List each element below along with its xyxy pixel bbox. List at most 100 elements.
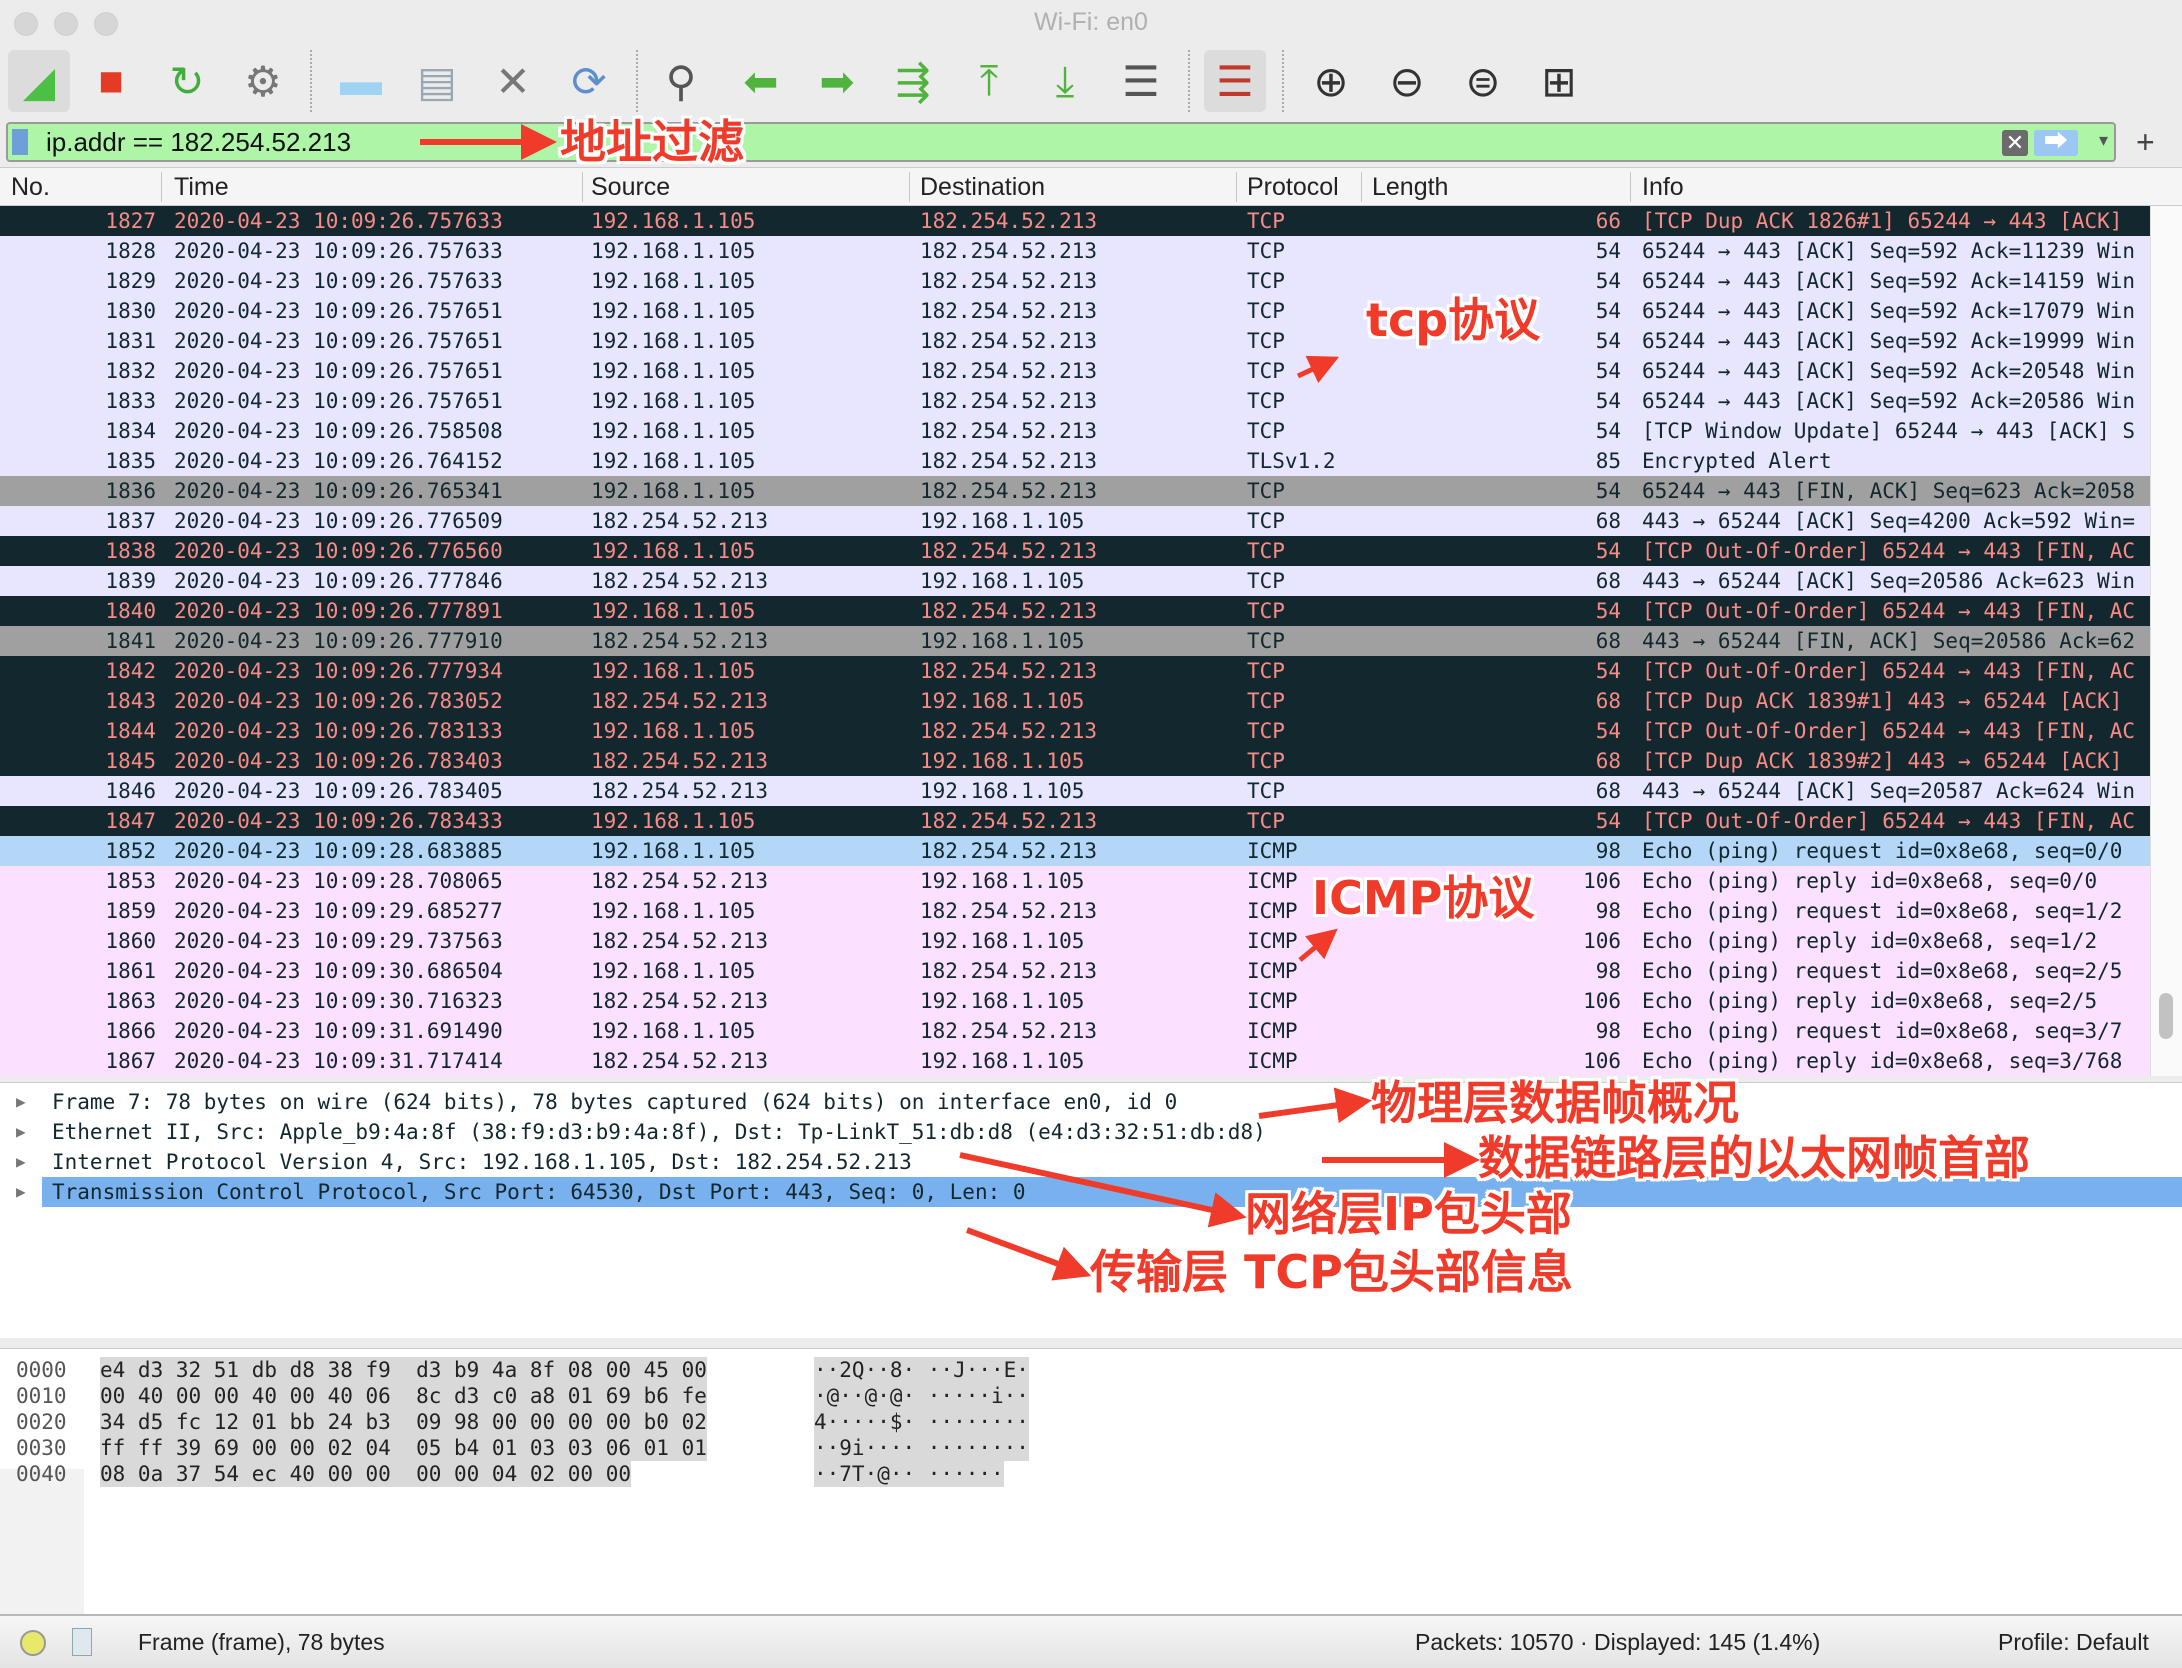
close-window-button[interactable] xyxy=(14,12,38,36)
column-divider[interactable] xyxy=(1236,172,1237,202)
packet-row[interactable]: 1832 2020-04-23 10:09:26.757651 192.168.1.… xyxy=(0,356,2150,386)
reload-file-button[interactable]: ⟳ xyxy=(558,50,620,112)
hex-bytes[interactable]: 34 d5 fc 12 01 bb 24 b3 09 98 00 00 00 0… xyxy=(100,1409,707,1435)
expand-triangle-icon[interactable]: ▶ xyxy=(16,1122,26,1141)
packet-row[interactable]: 1844 2020-04-23 10:09:26.783133 192.168.1.… xyxy=(0,716,2150,746)
scrollbar-thumb[interactable] xyxy=(2159,993,2173,1039)
go-forward-button[interactable]: ➡ xyxy=(806,50,868,112)
packet-row[interactable]: 1828 2020-04-23 10:09:26.757633 192.168.1.… xyxy=(0,236,2150,266)
bookmark-icon[interactable] xyxy=(12,129,28,155)
maximize-window-button[interactable] xyxy=(94,12,118,36)
packet-row[interactable]: 1860 2020-04-23 10:09:29.737563 182.254.52… xyxy=(0,926,2150,956)
packet-row[interactable]: 1827 2020-04-23 10:09:26.757633 192.168.1.… xyxy=(0,206,2150,236)
packet-proto: TCP xyxy=(1247,329,1285,353)
hex-bytes[interactable]: e4 d3 32 51 db d8 38 f9 d3 b9 4a 8f 08 0… xyxy=(100,1357,707,1383)
packet-src: 192.168.1.105 xyxy=(591,359,756,383)
column-no[interactable]: No. xyxy=(11,173,50,201)
packet-row[interactable]: 1867 2020-04-23 10:09:31.717414 182.254.52… xyxy=(0,1046,2150,1076)
apply-filter-button[interactable]: ⮕ xyxy=(2034,130,2078,156)
minimize-window-button[interactable] xyxy=(54,12,78,36)
packet-row[interactable]: 1859 2020-04-23 10:09:29.685277 192.168.1.… xyxy=(0,896,2150,926)
clear-filter-icon[interactable]: ✕ xyxy=(2002,130,2028,156)
column-divider[interactable] xyxy=(909,172,910,202)
close-file-button[interactable]: ✕ xyxy=(482,50,544,112)
go-to-packet-button[interactable]: ⇶ xyxy=(882,50,944,112)
last-packet-button[interactable]: ⤓ xyxy=(1034,50,1096,112)
column-length[interactable]: Length xyxy=(1372,173,1449,201)
resize-columns-button[interactable]: ⊞ xyxy=(1528,50,1590,112)
colorize-button[interactable]: ☰ xyxy=(1204,50,1266,112)
packet-proto: TCP xyxy=(1247,209,1285,233)
packet-row[interactable]: 1838 2020-04-23 10:09:26.776560 192.168.1.… xyxy=(0,536,2150,566)
expand-triangle-icon[interactable]: ▶ xyxy=(16,1182,26,1201)
hex-ascii[interactable]: ··9i···· ········ xyxy=(814,1435,1029,1461)
column-time[interactable]: Time xyxy=(174,173,229,201)
packet-row[interactable]: 1846 2020-04-23 10:09:26.783405 182.254.52… xyxy=(0,776,2150,806)
packet-row[interactable]: 1841 2020-04-23 10:09:26.777910 182.254.52… xyxy=(0,626,2150,656)
go-back-button[interactable]: ⬅ xyxy=(730,50,792,112)
restart-capture-button[interactable]: ↻ xyxy=(156,50,218,112)
packet-row[interactable]: 1843 2020-04-23 10:09:26.783052 182.254.52… xyxy=(0,686,2150,716)
save-file-button[interactable]: ▤ xyxy=(406,50,468,112)
autoscroll-button[interactable]: ☰ xyxy=(1110,50,1172,112)
packet-row[interactable]: 1831 2020-04-23 10:09:26.757651 192.168.1.… xyxy=(0,326,2150,356)
column-info[interactable]: Info xyxy=(1642,173,1684,201)
column-protocol[interactable]: Protocol xyxy=(1247,173,1339,201)
packet-row[interactable]: 1839 2020-04-23 10:09:26.777846 182.254.52… xyxy=(0,566,2150,596)
status-profile[interactable]: Profile: Default xyxy=(1998,1629,2149,1655)
add-filter-button[interactable]: + xyxy=(2136,124,2155,160)
normal-size-button[interactable]: ⊜ xyxy=(1452,50,1514,112)
column-divider[interactable] xyxy=(1630,172,1631,202)
packet-row[interactable]: 1847 2020-04-23 10:09:26.783433 192.168.1.… xyxy=(0,806,2150,836)
zoom-in-button[interactable]: ⊕ xyxy=(1300,50,1362,112)
packet-row[interactable]: 1866 2020-04-23 10:09:31.691490 192.168.1.… xyxy=(0,1016,2150,1046)
expert-info-icon[interactable] xyxy=(20,1630,46,1656)
stop-capture-button[interactable]: ■ xyxy=(80,50,142,112)
column-source[interactable]: Source xyxy=(591,173,671,201)
detail-tree-item[interactable]: ▶ Frame 7: 78 bytes on wire (624 bits), 7… xyxy=(0,1087,2182,1117)
packet-row[interactable]: 1842 2020-04-23 10:09:26.777934 192.168.1.… xyxy=(0,656,2150,686)
hex-bytes[interactable]: 08 0a 37 54 ec 40 00 00 00 00 04 02 00 0… xyxy=(100,1461,632,1487)
edit-comment-icon[interactable] xyxy=(72,1628,92,1656)
column-destination[interactable]: Destination xyxy=(920,173,1046,201)
packet-time: 2020-04-23 10:09:26.777891 xyxy=(174,599,503,623)
packet-row[interactable]: 1830 2020-04-23 10:09:26.757651 192.168.1.… xyxy=(0,296,2150,326)
expand-triangle-icon[interactable]: ▶ xyxy=(16,1092,26,1111)
hex-ascii[interactable]: ··7T·@·· ······ xyxy=(814,1461,1004,1487)
capture-options-button[interactable]: ⚙ xyxy=(232,50,294,112)
hex-ascii[interactable]: 4·····$· ········ xyxy=(814,1409,1029,1435)
start-capture-button[interactable]: ◢ xyxy=(8,50,70,112)
open-file-button[interactable]: ▬ xyxy=(330,50,392,112)
detail-tree-item[interactable]: ▶ Ethernet II, Src: Apple_b9:4a:8f (38:f9… xyxy=(0,1117,2182,1147)
hex-bytes[interactable]: ff ff 39 69 00 00 02 04 05 b4 01 03 03 0… xyxy=(100,1435,707,1461)
packet-row[interactable]: 1829 2020-04-23 10:09:26.757633 192.168.1.… xyxy=(0,266,2150,296)
packet-len: 54 xyxy=(1595,269,1621,293)
packet-list-scrollbar[interactable] xyxy=(2150,206,2182,1076)
packet-row[interactable]: 1845 2020-04-23 10:09:26.783403 182.254.52… xyxy=(0,746,2150,776)
packet-row[interactable]: 1836 2020-04-23 10:09:26.765341 192.168.1.… xyxy=(0,476,2150,506)
packet-row[interactable]: 1834 2020-04-23 10:09:26.758508 192.168.1.… xyxy=(0,416,2150,446)
find-packet-button[interactable]: ⚲ xyxy=(650,50,712,112)
hex-bytes[interactable]: 00 40 00 00 40 00 40 06 8c d3 c0 a8 01 6… xyxy=(100,1383,707,1409)
column-divider[interactable] xyxy=(161,172,162,202)
packet-row[interactable]: 1852 2020-04-23 10:09:28.683885 192.168.1.… xyxy=(0,836,2150,866)
hex-ascii[interactable]: ·@··@·@· ·····i·· xyxy=(814,1383,1029,1409)
packet-row[interactable]: 1840 2020-04-23 10:09:26.777891 192.168.1.… xyxy=(0,596,2150,626)
display-filter-input[interactable] xyxy=(46,127,446,158)
expand-triangle-icon[interactable]: ▶ xyxy=(16,1152,26,1171)
packet-row[interactable]: 1833 2020-04-23 10:09:26.757651 192.168.1.… xyxy=(0,386,2150,416)
detail-tree-item[interactable]: ▶ Internet Protocol Version 4, Src: 192.1… xyxy=(0,1147,2182,1177)
packet-row[interactable]: 1861 2020-04-23 10:09:30.686504 192.168.1.… xyxy=(0,956,2150,986)
chevron-down-icon[interactable]: ▾ xyxy=(2098,130,2108,150)
hex-offset: 0040 xyxy=(16,1462,67,1486)
zoom-out-button[interactable]: ⊖ xyxy=(1376,50,1438,112)
packet-row[interactable]: 1835 2020-04-23 10:09:26.764152 192.168.1.… xyxy=(0,446,2150,476)
packet-row[interactable]: 1863 2020-04-23 10:09:30.716323 182.254.52… xyxy=(0,986,2150,1016)
packet-row[interactable]: 1837 2020-04-23 10:09:26.776509 182.254.52… xyxy=(0,506,2150,536)
packet-row[interactable]: 1853 2020-04-23 10:09:28.708065 182.254.52… xyxy=(0,866,2150,896)
hex-ascii[interactable]: ··2Q··8· ··J···E· xyxy=(814,1357,1029,1383)
column-divider[interactable] xyxy=(582,172,583,202)
packet-proto: TCP xyxy=(1247,749,1285,773)
first-packet-button[interactable]: ⤒ xyxy=(958,50,1020,112)
column-divider[interactable] xyxy=(1361,172,1362,202)
